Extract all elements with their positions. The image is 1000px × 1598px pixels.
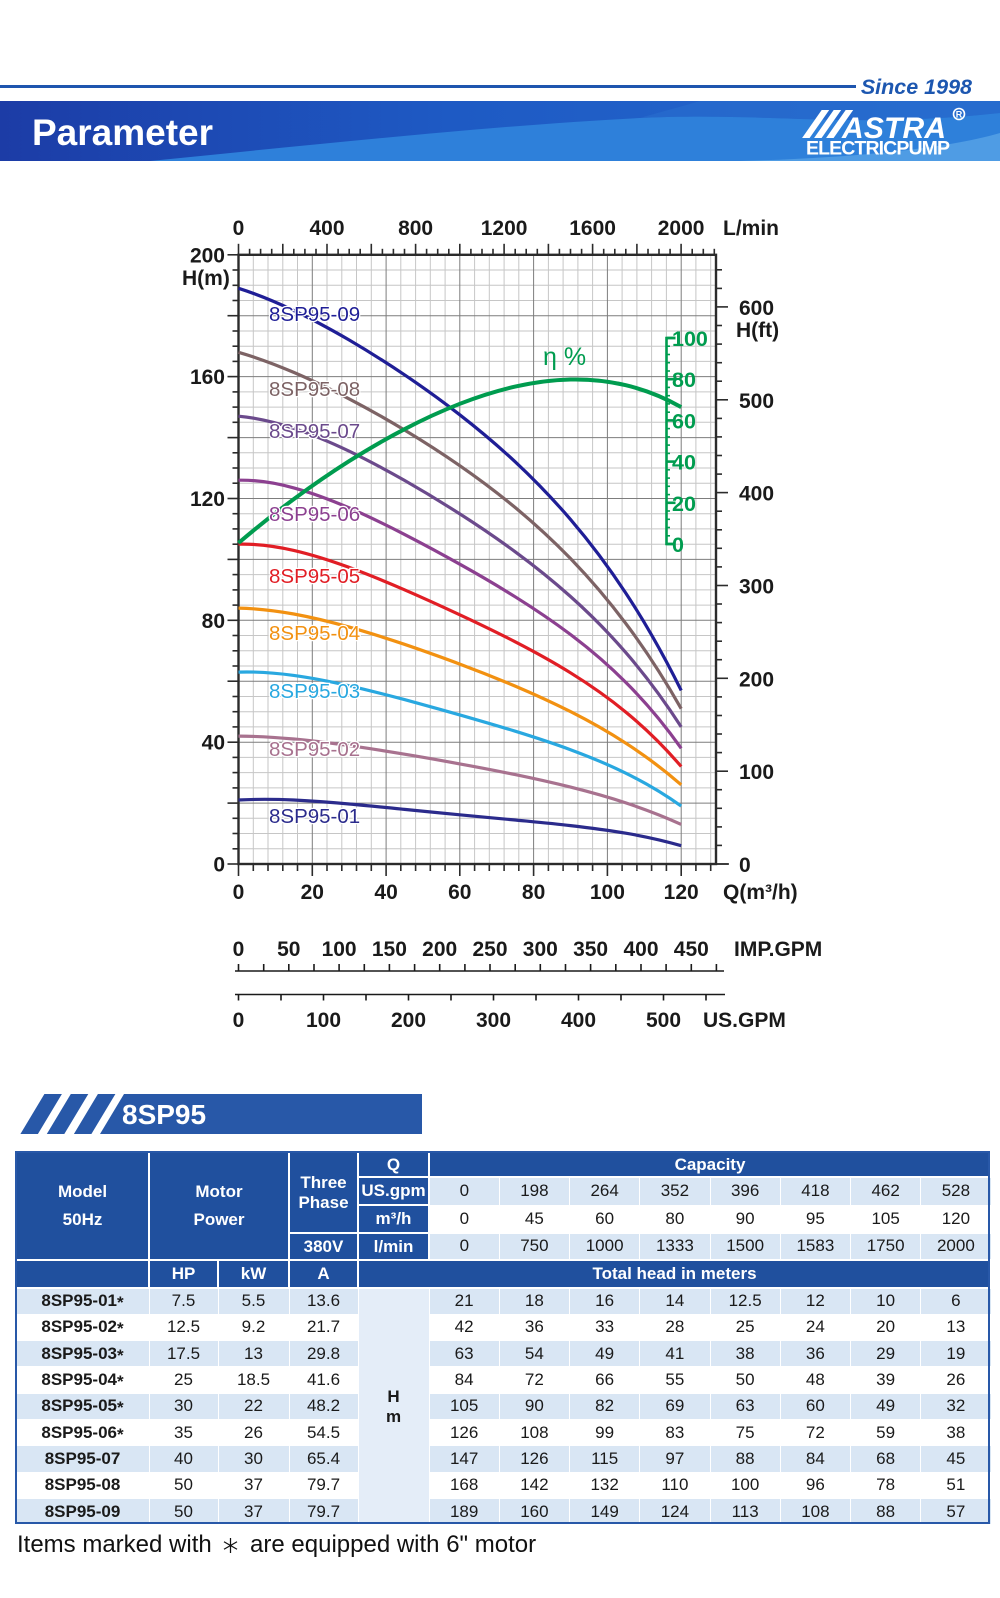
svg-text:100: 100 — [590, 881, 625, 904]
svg-text:50: 50 — [277, 938, 300, 961]
svg-text:L/min: L/min — [723, 217, 779, 240]
svg-text:100: 100 — [672, 327, 708, 351]
svg-text:US.GPM: US.GPM — [703, 1009, 786, 1032]
svg-text:400: 400 — [623, 938, 658, 961]
svg-text:400: 400 — [309, 217, 344, 240]
svg-text:100: 100 — [322, 938, 357, 961]
svg-text:300: 300 — [476, 1009, 511, 1032]
svg-text:8SP95-02: 8SP95-02 — [269, 738, 360, 761]
svg-text:400: 400 — [561, 1009, 596, 1032]
svg-text:1600: 1600 — [569, 217, 616, 240]
svg-text:0: 0 — [233, 217, 245, 240]
svg-text:0: 0 — [739, 854, 751, 877]
svg-text:60: 60 — [448, 881, 471, 904]
svg-text:400: 400 — [739, 483, 774, 506]
svg-text:40: 40 — [202, 732, 225, 755]
svg-text:20: 20 — [301, 881, 324, 904]
svg-text:160: 160 — [190, 366, 225, 389]
svg-text:200: 200 — [422, 938, 457, 961]
svg-text:8SP95-05: 8SP95-05 — [269, 565, 360, 588]
svg-text:η %: η % — [543, 343, 586, 371]
svg-text:450: 450 — [674, 938, 709, 961]
svg-text:R: R — [956, 110, 963, 120]
svg-text:8SP95: 8SP95 — [122, 1099, 206, 1130]
svg-text:0: 0 — [213, 854, 225, 877]
svg-text:8SP95-08: 8SP95-08 — [269, 378, 360, 401]
svg-text:800: 800 — [398, 217, 433, 240]
svg-text:250: 250 — [472, 938, 507, 961]
svg-text:200: 200 — [739, 668, 774, 691]
svg-text:200: 200 — [190, 244, 225, 267]
svg-text:20: 20 — [672, 492, 696, 516]
svg-text:IMP.GPM: IMP.GPM — [734, 938, 822, 961]
svg-text:80: 80 — [672, 368, 696, 392]
svg-text:500: 500 — [739, 390, 774, 413]
svg-text:120: 120 — [190, 488, 225, 511]
svg-text:Q(m³/h): Q(m³/h) — [723, 881, 798, 904]
svg-text:80: 80 — [202, 610, 225, 633]
svg-text:200: 200 — [391, 1009, 426, 1032]
svg-text:H(ft): H(ft) — [736, 319, 779, 342]
svg-text:ASTRA: ASTRA — [841, 112, 946, 145]
svg-text:8SP95-03: 8SP95-03 — [269, 680, 360, 703]
svg-text:60: 60 — [672, 409, 696, 433]
svg-text:80: 80 — [522, 881, 545, 904]
svg-text:H(m): H(m) — [182, 267, 230, 290]
svg-text:600: 600 — [739, 297, 774, 320]
svg-text:2000: 2000 — [658, 217, 705, 240]
svg-text:Parameter: Parameter — [32, 112, 213, 153]
svg-text:8SP95-07: 8SP95-07 — [269, 420, 360, 443]
svg-text:8SP95-04: 8SP95-04 — [269, 622, 360, 645]
svg-text:0: 0 — [672, 533, 684, 557]
svg-text:8SP95-09: 8SP95-09 — [269, 303, 360, 326]
svg-text:ELECTRICPUMP: ELECTRICPUMP — [806, 138, 950, 160]
svg-text:40: 40 — [374, 881, 397, 904]
svg-text:300: 300 — [739, 576, 774, 599]
svg-text:0: 0 — [233, 881, 245, 904]
svg-text:40: 40 — [672, 451, 696, 475]
svg-text:350: 350 — [573, 938, 608, 961]
svg-text:1200: 1200 — [481, 217, 528, 240]
svg-text:300: 300 — [523, 938, 558, 961]
svg-text:8SP95-06: 8SP95-06 — [269, 503, 360, 526]
svg-text:150: 150 — [372, 938, 407, 961]
svg-text:120: 120 — [664, 881, 699, 904]
svg-text:0: 0 — [233, 938, 245, 961]
svg-text:0: 0 — [233, 1009, 245, 1032]
svg-text:100: 100 — [306, 1009, 341, 1032]
svg-text:100: 100 — [739, 761, 774, 784]
svg-text:500: 500 — [646, 1009, 681, 1032]
svg-text:8SP95-01: 8SP95-01 — [269, 805, 360, 828]
